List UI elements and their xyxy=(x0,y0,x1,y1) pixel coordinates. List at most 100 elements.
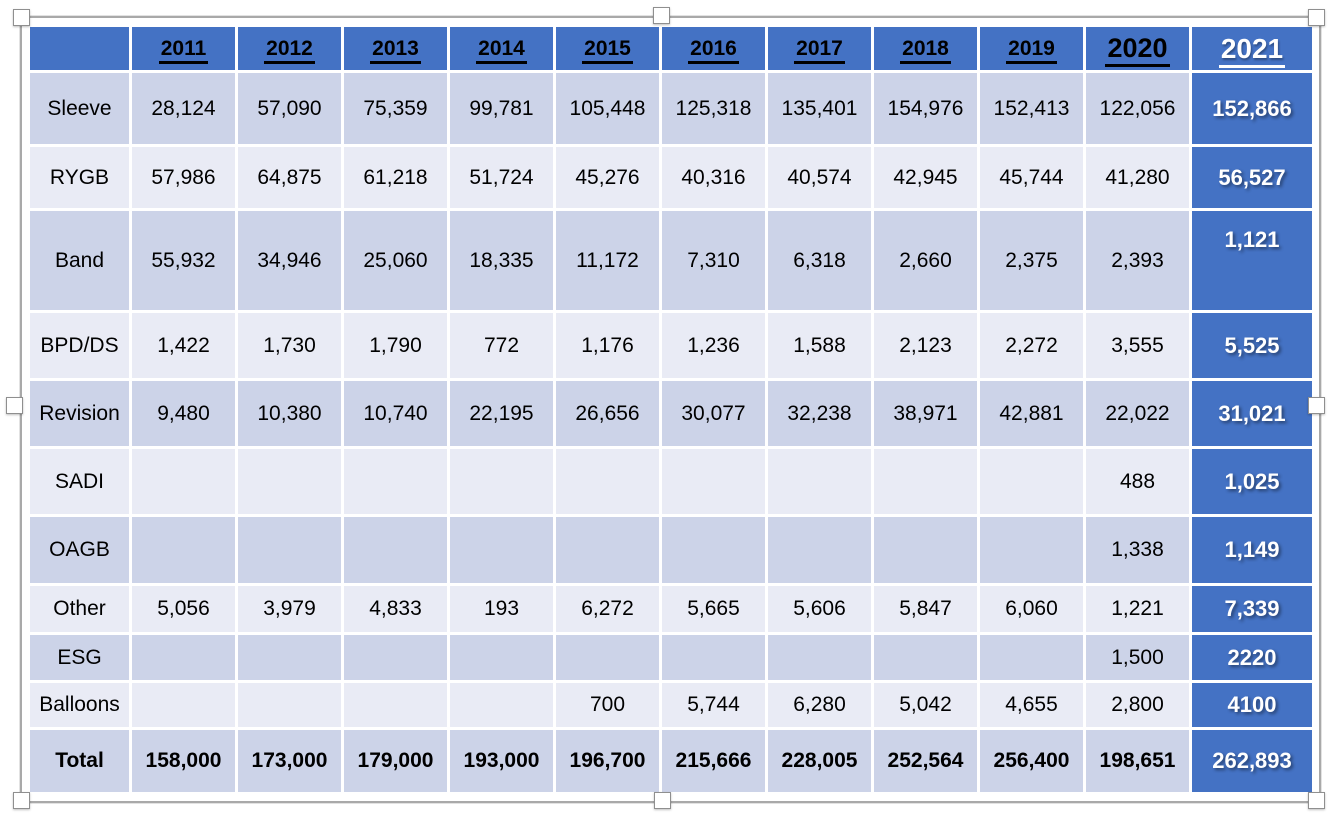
cell-balloons-2020[interactable]: 2,800 xyxy=(1083,680,1192,730)
cell-total-2017[interactable]: 228,005 xyxy=(765,727,874,795)
cell-sadi-2020[interactable]: 488 xyxy=(1083,446,1192,517)
cell-balloons-2013[interactable] xyxy=(341,680,450,730)
cell-sadi-2014[interactable] xyxy=(447,446,556,517)
year-header-2018[interactable]: 2018 xyxy=(871,24,980,73)
cell-sleeve-2011[interactable]: 28,124 xyxy=(129,70,238,147)
cell-revision-2016[interactable]: 30,077 xyxy=(659,378,768,449)
cell-balloons-2017[interactable]: 6,280 xyxy=(765,680,874,730)
cell-other-2015[interactable]: 6,272 xyxy=(553,583,662,635)
year-header-2019[interactable]: 2019 xyxy=(977,24,1086,73)
cell-bpd-ds-2020[interactable]: 3,555 xyxy=(1083,310,1192,381)
cell-oagb-2012[interactable] xyxy=(235,514,344,586)
cell-esg-2013[interactable] xyxy=(341,632,450,683)
cell-band-2021[interactable]: 1,121 xyxy=(1189,208,1315,313)
cell-balloons-2019[interactable]: 4,655 xyxy=(977,680,1086,730)
cell-balloons-2011[interactable] xyxy=(129,680,238,730)
cell-rygb-2014[interactable]: 51,724 xyxy=(447,144,556,211)
row-label-other[interactable]: Other xyxy=(27,583,132,635)
cell-sadi-2018[interactable] xyxy=(871,446,980,517)
cell-oagb-2013[interactable] xyxy=(341,514,450,586)
cell-band-2011[interactable]: 55,932 xyxy=(129,208,238,313)
cell-band-2013[interactable]: 25,060 xyxy=(341,208,450,313)
cell-sadi-2013[interactable] xyxy=(341,446,450,517)
cell-rygb-2017[interactable]: 40,574 xyxy=(765,144,874,211)
cell-oagb-2015[interactable] xyxy=(553,514,662,586)
row-label-total[interactable]: Total xyxy=(27,727,132,795)
row-label-rygb[interactable]: RYGB xyxy=(27,144,132,211)
cell-oagb-2017[interactable] xyxy=(765,514,874,586)
cell-sleeve-2021[interactable]: 152,866 xyxy=(1189,70,1315,147)
cell-sadi-2012[interactable] xyxy=(235,446,344,517)
cell-sleeve-2014[interactable]: 99,781 xyxy=(447,70,556,147)
selection-handle-bottom-center[interactable] xyxy=(654,792,671,809)
cell-band-2012[interactable]: 34,946 xyxy=(235,208,344,313)
row-label-balloons[interactable]: Balloons xyxy=(27,680,132,730)
cell-rygb-2016[interactable]: 40,316 xyxy=(659,144,768,211)
cell-esg-2014[interactable] xyxy=(447,632,556,683)
cell-sadi-2011[interactable] xyxy=(129,446,238,517)
row-label-oagb[interactable]: OAGB xyxy=(27,514,132,586)
selection-handle-top-center[interactable] xyxy=(653,7,670,24)
cell-other-2012[interactable]: 3,979 xyxy=(235,583,344,635)
cell-oagb-2019[interactable] xyxy=(977,514,1086,586)
cell-rygb-2020[interactable]: 41,280 xyxy=(1083,144,1192,211)
cell-bpd-ds-2017[interactable]: 1,588 xyxy=(765,310,874,381)
selection-handle-bottom-left[interactable] xyxy=(13,792,30,809)
cell-oagb-2011[interactable] xyxy=(129,514,238,586)
year-header-2021[interactable]: 2021 xyxy=(1189,24,1315,73)
cell-revision-2017[interactable]: 32,238 xyxy=(765,378,874,449)
cell-band-2020[interactable]: 2,393 xyxy=(1083,208,1192,313)
cell-other-2019[interactable]: 6,060 xyxy=(977,583,1086,635)
year-header-2014[interactable]: 2014 xyxy=(447,24,556,73)
cell-esg-2012[interactable] xyxy=(235,632,344,683)
selection-handle-bottom-right[interactable] xyxy=(1308,792,1325,809)
cell-bpd-ds-2011[interactable]: 1,422 xyxy=(129,310,238,381)
cell-esg-2016[interactable] xyxy=(659,632,768,683)
cell-total-2014[interactable]: 193,000 xyxy=(447,727,556,795)
cell-revision-2014[interactable]: 22,195 xyxy=(447,378,556,449)
selection-handle-middle-right[interactable] xyxy=(1308,397,1325,414)
cell-bpd-ds-2021[interactable]: 5,525 xyxy=(1189,310,1315,381)
cell-balloons-2012[interactable] xyxy=(235,680,344,730)
cell-other-2020[interactable]: 1,221 xyxy=(1083,583,1192,635)
cell-other-2016[interactable]: 5,665 xyxy=(659,583,768,635)
cell-rygb-2019[interactable]: 45,744 xyxy=(977,144,1086,211)
cell-band-2019[interactable]: 2,375 xyxy=(977,208,1086,313)
year-header-2015[interactable]: 2015 xyxy=(553,24,662,73)
cell-bpd-ds-2016[interactable]: 1,236 xyxy=(659,310,768,381)
table-corner-cell[interactable] xyxy=(27,24,132,73)
selection-handle-top-right[interactable] xyxy=(1308,9,1325,26)
cell-balloons-2015[interactable]: 700 xyxy=(553,680,662,730)
year-header-2016[interactable]: 2016 xyxy=(659,24,768,73)
cell-band-2014[interactable]: 18,335 xyxy=(447,208,556,313)
cell-bpd-ds-2013[interactable]: 1,790 xyxy=(341,310,450,381)
row-label-sleeve[interactable]: Sleeve xyxy=(27,70,132,147)
cell-other-2018[interactable]: 5,847 xyxy=(871,583,980,635)
row-label-esg[interactable]: ESG xyxy=(27,632,132,683)
cell-sleeve-2020[interactable]: 122,056 xyxy=(1083,70,1192,147)
cell-rygb-2012[interactable]: 64,875 xyxy=(235,144,344,211)
cell-oagb-2021[interactable]: 1,149 xyxy=(1189,514,1315,586)
cell-total-2013[interactable]: 179,000 xyxy=(341,727,450,795)
cell-band-2018[interactable]: 2,660 xyxy=(871,208,980,313)
cell-esg-2011[interactable] xyxy=(129,632,238,683)
cell-sleeve-2016[interactable]: 125,318 xyxy=(659,70,768,147)
cell-revision-2021[interactable]: 31,021 xyxy=(1189,378,1315,449)
cell-rygb-2011[interactable]: 57,986 xyxy=(129,144,238,211)
cell-sadi-2019[interactable] xyxy=(977,446,1086,517)
year-header-2011[interactable]: 2011 xyxy=(129,24,238,73)
cell-total-2021[interactable]: 262,893 xyxy=(1189,727,1315,795)
cell-esg-2021[interactable]: 2220 xyxy=(1189,632,1315,683)
cell-total-2012[interactable]: 173,000 xyxy=(235,727,344,795)
cell-revision-2013[interactable]: 10,740 xyxy=(341,378,450,449)
cell-sadi-2016[interactable] xyxy=(659,446,768,517)
cell-balloons-2014[interactable] xyxy=(447,680,556,730)
cell-oagb-2014[interactable] xyxy=(447,514,556,586)
cell-other-2011[interactable]: 5,056 xyxy=(129,583,238,635)
cell-balloons-2021[interactable]: 4100 xyxy=(1189,680,1315,730)
cell-bpd-ds-2014[interactable]: 772 xyxy=(447,310,556,381)
cell-sadi-2017[interactable] xyxy=(765,446,874,517)
cell-esg-2015[interactable] xyxy=(553,632,662,683)
year-header-2020[interactable]: 2020 xyxy=(1083,24,1192,73)
cell-total-2019[interactable]: 256,400 xyxy=(977,727,1086,795)
